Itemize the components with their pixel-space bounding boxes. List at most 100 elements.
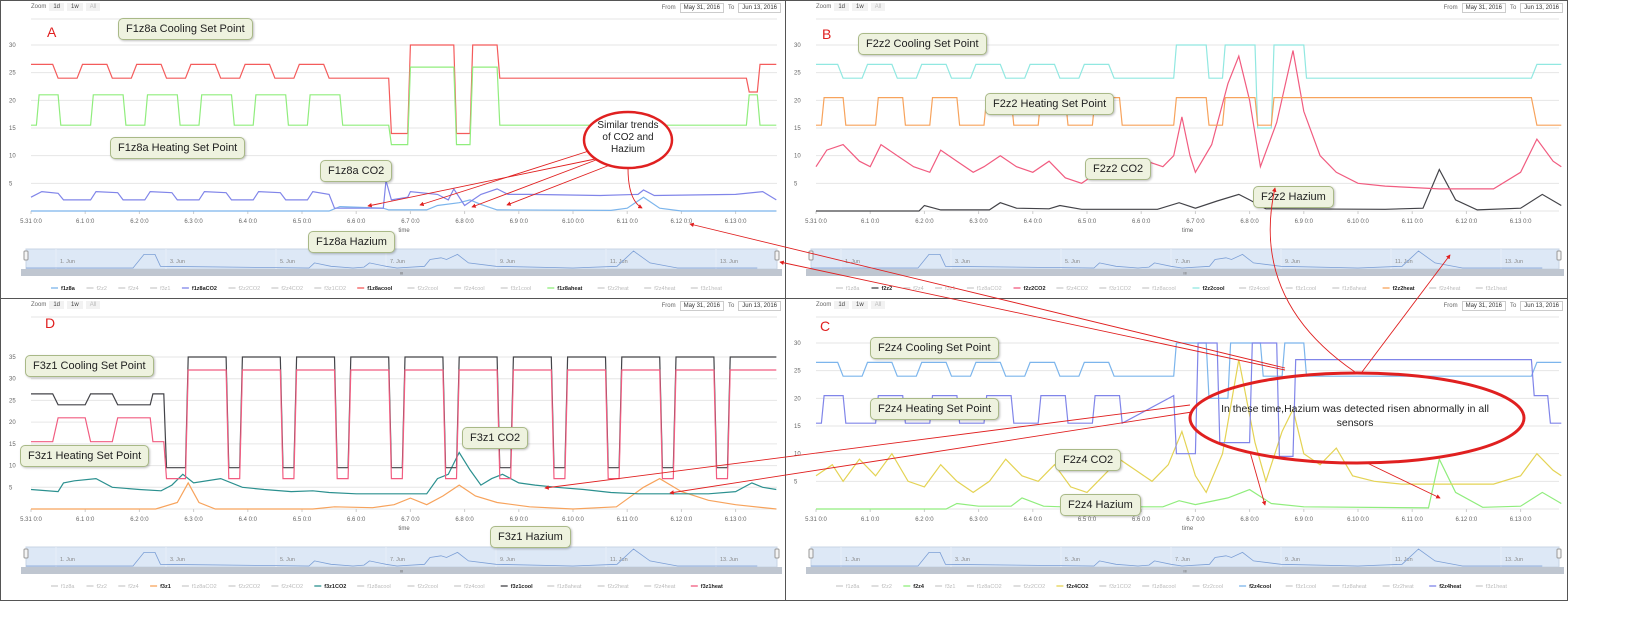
zoom-button-1d[interactable]: 1d: [834, 3, 850, 11]
zoom-button-1w[interactable]: 1w: [67, 301, 83, 309]
legend-item-f3z1[interactable]: f3z1: [150, 286, 171, 292]
legend-item-f1z8aco2[interactable]: f1z8aCO2: [181, 286, 217, 292]
legend-item-f2z4[interactable]: f2z4: [903, 286, 924, 292]
series-line-f3z1heat[interactable]: [31, 369, 777, 480]
zoom-button-1w[interactable]: 1w: [67, 3, 83, 11]
legend-item-f1z8acool[interactable]: f1z8acool: [1142, 286, 1176, 292]
legend-item-f2z2[interactable]: f2z2: [871, 584, 892, 590]
legend-item-f1z8aheat[interactable]: f1z8aheat: [547, 584, 582, 590]
scrollbar-grip[interactable]: III: [1183, 271, 1186, 276]
navigator-handle-right[interactable]: [774, 250, 780, 261]
legend-item-f2z2heat[interactable]: f2z2heat: [597, 286, 630, 292]
legend-item-f1z8aco2[interactable]: f1z8aCO2: [966, 286, 1002, 292]
from-date-input[interactable]: May 31, 2016: [1461, 301, 1506, 311]
legend-item-f3z1cool[interactable]: f3z1cool: [500, 286, 532, 292]
legend-item-f2z4heat[interactable]: f2z4heat: [1429, 286, 1461, 292]
legend-item-f3z1[interactable]: f3z1: [150, 584, 171, 590]
series-line-f1z8aco2[interactable]: [30, 180, 777, 209]
legend-item-f2z4cool[interactable]: f2z4cool: [1239, 584, 1272, 590]
legend-item-f1z8aco2[interactable]: f1z8aCO2: [966, 584, 1002, 590]
legend-item-f2z4[interactable]: f2z4: [118, 286, 139, 292]
navigator-handle-left[interactable]: [808, 250, 814, 261]
zoom-button-all[interactable]: All: [85, 301, 101, 309]
legend-item-f3z1heat[interactable]: f3z1heat: [1475, 584, 1508, 590]
legend-item-f1z8acool[interactable]: f1z8acool: [357, 584, 391, 590]
legend-item-f2z2co2[interactable]: f2z2CO2: [1013, 584, 1046, 590]
legend-item-f3z1co2[interactable]: f3z1CO2: [1099, 584, 1131, 590]
series-line-f1z8a[interactable]: [31, 196, 777, 212]
legend-item-f3z1[interactable]: f3z1: [935, 286, 956, 292]
legend-item-f2z4co2[interactable]: f2z4CO2: [1056, 584, 1088, 590]
zoom-button-all[interactable]: All: [870, 3, 886, 11]
legend-item-f3z1cool[interactable]: f3z1cool: [1285, 286, 1317, 292]
legend-item-f1z8a[interactable]: f1z8a: [836, 584, 860, 590]
series-line-f3z1co2[interactable]: [30, 451, 777, 495]
legend-item-f2z2heat[interactable]: f2z2heat: [597, 584, 630, 590]
legend-item-f2z4[interactable]: f2z4: [118, 584, 139, 590]
navigator-handle-right[interactable]: [1556, 548, 1562, 559]
legend-item-f2z2co2[interactable]: f2z2CO2: [1013, 286, 1046, 292]
series-line-f2z4[interactable]: [816, 457, 1562, 510]
navigator-handle-left[interactable]: [808, 548, 814, 559]
legend-item-f1z8acool[interactable]: f1z8acool: [357, 286, 393, 292]
legend-item-f2z2cool[interactable]: f2z2cool: [407, 286, 439, 292]
legend-item-f2z4heat[interactable]: f2z4heat: [1429, 584, 1461, 590]
legend-item-f1z8aheat[interactable]: f1z8aheat: [547, 286, 583, 292]
legend-item-f2z2co2[interactable]: f2z2CO2: [228, 584, 261, 590]
navigator[interactable]: 1. Jun 3. Jun 5. Jun 7. Jun 9. Jun 11. Jun 13.…: [806, 248, 1564, 276]
navigator-handle-left[interactable]: [23, 250, 29, 261]
legend-item-f3z1cool[interactable]: f3z1cool: [1285, 584, 1317, 590]
navigator-scrollbar[interactable]: [21, 269, 782, 276]
zoom-button-1w[interactable]: 1w: [852, 3, 868, 11]
legend-item-f2z4cool[interactable]: f2z4cool: [454, 286, 485, 292]
legend-item-f1z8a[interactable]: f1z8a: [51, 584, 75, 590]
legend-item-f2z2heat[interactable]: f2z2heat: [1382, 584, 1415, 590]
legend-item-f2z4co2[interactable]: f2z4CO2: [1056, 286, 1088, 292]
to-date-input[interactable]: Jun 13, 2016: [1520, 301, 1563, 311]
navigator-handle-right[interactable]: [1556, 250, 1562, 261]
legend-item-f3z1heat[interactable]: f3z1heat: [1475, 286, 1508, 292]
legend-item-f2z4co2[interactable]: f2z4CO2: [271, 584, 303, 590]
legend-item-f2z4[interactable]: f2z4: [903, 584, 925, 590]
series-line-f1z8aheat[interactable]: [31, 66, 777, 146]
legend-item-f2z4cool[interactable]: f2z4cool: [1239, 286, 1270, 292]
legend-item-f2z2heat[interactable]: f2z2heat: [1382, 286, 1415, 292]
series-line-f2z2[interactable]: [816, 168, 1562, 212]
legend-item-f2z4co2[interactable]: f2z4CO2: [271, 286, 303, 292]
series-line-f1z8acool[interactable]: [31, 44, 777, 135]
zoom-button-1d[interactable]: 1d: [49, 3, 65, 11]
legend-item-f3z1cool[interactable]: f3z1cool: [500, 584, 533, 590]
series-line-f2z2heat[interactable]: [816, 96, 1562, 126]
legend-item-f2z2cool[interactable]: f2z2cool: [1192, 286, 1225, 292]
legend-item-f3z1heat[interactable]: f3z1heat: [690, 286, 723, 292]
legend-item-f1z8a[interactable]: f1z8a: [836, 286, 860, 292]
from-date-input[interactable]: May 31, 2016: [1461, 3, 1506, 13]
legend-item-f1z8aheat[interactable]: f1z8aheat: [1332, 286, 1367, 292]
legend-item-f1z8aco2[interactable]: f1z8aCO2: [181, 584, 217, 590]
legend-item-f3z1[interactable]: f3z1: [935, 584, 956, 590]
navigator-scrollbar[interactable]: [806, 567, 1564, 574]
legend-item-f3z1co2[interactable]: f3z1CO2: [1099, 286, 1131, 292]
scrollbar-grip[interactable]: III: [1183, 569, 1186, 574]
legend-item-f1z8aheat[interactable]: f1z8aheat: [1332, 584, 1367, 590]
navigator[interactable]: 1. Jun 3. Jun 5. Jun 7. Jun 9. Jun 11. Jun 13.…: [21, 248, 782, 276]
legend-item-f2z2co2[interactable]: f2z2CO2: [228, 286, 261, 292]
legend-item-f2z4heat[interactable]: f2z4heat: [644, 286, 676, 292]
to-date-input[interactable]: Jun 13, 2016: [1520, 3, 1563, 13]
legend-item-f3z1heat[interactable]: f3z1heat: [690, 584, 723, 590]
scrollbar-grip[interactable]: III: [400, 271, 403, 276]
legend-item-f2z2cool[interactable]: f2z2cool: [1192, 584, 1224, 590]
zoom-button-all[interactable]: All: [85, 3, 101, 11]
legend-item-f2z2[interactable]: f2z2: [871, 286, 893, 292]
series-line-f3z1cool[interactable]: [31, 356, 777, 469]
navigator[interactable]: 1. Jun 3. Jun 5. Jun 7. Jun 9. Jun 11. Jun 13.…: [21, 546, 782, 574]
navigator[interactable]: 1. Jun 3. Jun 5. Jun 7. Jun 9. Jun 11. Jun 13.…: [806, 546, 1564, 574]
legend-item-f2z2[interactable]: f2z2: [86, 286, 107, 292]
series-line-f2z2cool[interactable]: [816, 44, 1562, 129]
legend-item-f2z4cool[interactable]: f2z4cool: [454, 584, 485, 590]
legend-item-f3z1co2[interactable]: f3z1CO2: [314, 286, 346, 292]
zoom-button-1d[interactable]: 1d: [49, 301, 65, 309]
legend-item-f2z2cool[interactable]: f2z2cool: [407, 584, 439, 590]
scrollbar-grip[interactable]: III: [400, 569, 403, 574]
legend-item-f1z8a[interactable]: f1z8a: [51, 286, 76, 292]
